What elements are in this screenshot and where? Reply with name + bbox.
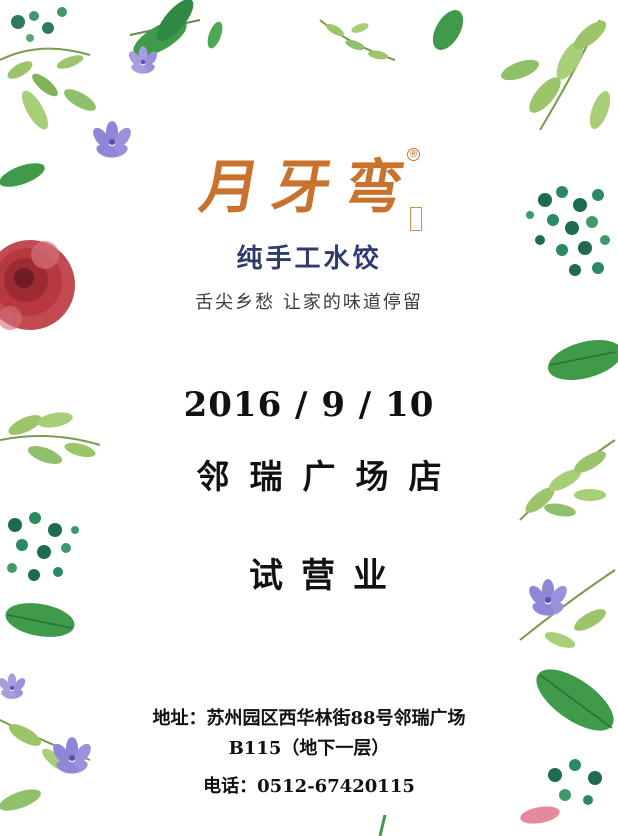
brand-seal-icon: [410, 207, 422, 231]
brand-slogan: 舌尖乡愁 让家的味道停留: [195, 292, 423, 313]
bottom-right-foliage-icon: [378, 669, 614, 836]
top-center-sprig-icon: [319, 10, 464, 61]
registered-mark: ®: [407, 148, 420, 161]
brand-subtitle: 纯手工水饺: [236, 244, 382, 274]
phone-number: 电话：0512-67420115: [203, 776, 415, 797]
bottom-left-foliage-icon: [0, 673, 91, 811]
right-leaf-icon: [548, 340, 618, 380]
brand-logo-title: 月牙弯: [194, 153, 423, 221]
top-left-foliage-icon: [0, 0, 223, 187]
dark-berry-cluster-icon: [526, 186, 610, 276]
event-status: 试营业: [249, 556, 405, 596]
right-sprig-icon: [519, 439, 616, 521]
purple-flower-icon: [93, 46, 158, 158]
top-right-foliage-icon: [501, 19, 611, 131]
event-date: 2016 / 9 / 10: [183, 385, 435, 425]
address-line-2: B115（地下一层）: [228, 738, 390, 759]
address-line-1: 地址：苏州园区西华林街88号邻瑞广场: [152, 708, 466, 729]
left-lower-leaf-icon: [5, 603, 75, 637]
red-rose-icon: [0, 240, 75, 330]
left-sprig-icon: [0, 412, 101, 465]
store-name: 邻瑞广场店: [196, 457, 462, 496]
left-berry-cluster-icon: [7, 512, 79, 581]
right-flower-sprig-icon: [519, 569, 616, 648]
